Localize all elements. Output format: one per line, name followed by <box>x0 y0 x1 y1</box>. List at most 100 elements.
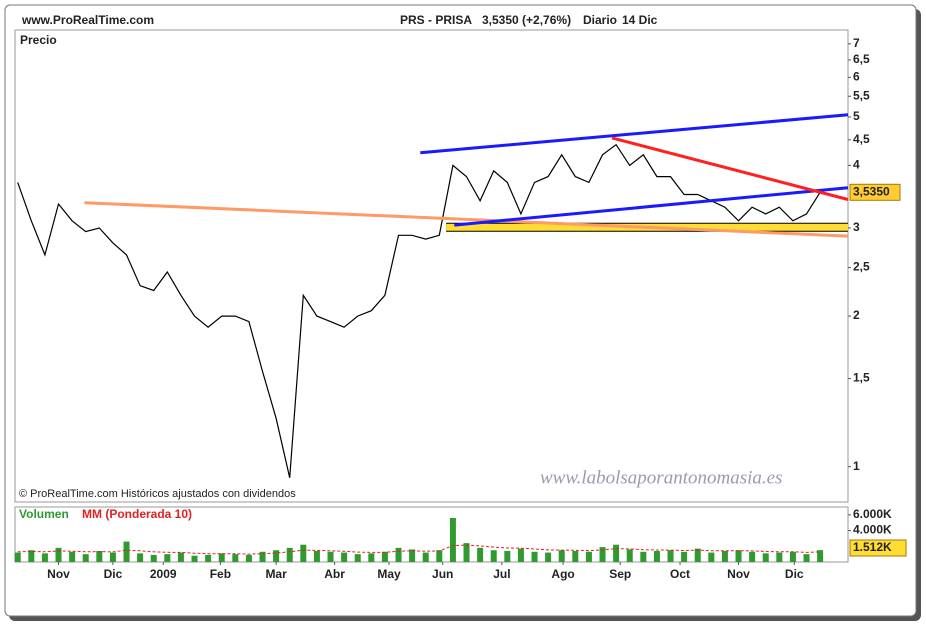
volume-bar <box>409 549 416 562</box>
volume-bar <box>205 554 212 562</box>
volume-bar <box>735 550 742 562</box>
last-volume-box <box>849 539 907 557</box>
volume-bar <box>681 551 688 562</box>
volume-bar <box>313 551 320 562</box>
volume-bar <box>55 547 62 562</box>
x-tick-label: Mar <box>265 567 287 581</box>
x-tick-label: Dic <box>104 567 123 581</box>
y-tick-label: 2,5 <box>853 260 870 274</box>
legend-ma: MM (Ponderada 10) <box>82 507 192 521</box>
volume-bar <box>381 551 388 562</box>
volume-bar <box>721 551 728 562</box>
volume-bar <box>327 551 334 562</box>
last-price-box <box>849 183 901 201</box>
volume-bar <box>82 554 89 562</box>
volume-bar <box>286 547 293 562</box>
volume-bar <box>599 547 606 562</box>
y-tick-label: 6,5 <box>853 52 870 66</box>
last-volume-label: 1.512K <box>853 540 892 554</box>
volume-bar <box>613 544 620 562</box>
legend-volume: Volumen <box>19 507 69 521</box>
volume-bar <box>14 552 21 562</box>
x-tick-label: Nov <box>47 567 70 581</box>
volume-bar <box>545 552 552 562</box>
panel-title: Precio <box>20 33 57 47</box>
volume-bar <box>504 551 511 562</box>
volume-bar <box>109 552 116 562</box>
x-tick-label: Jul <box>493 567 510 581</box>
volume-bar <box>245 554 252 562</box>
volume-bar <box>41 553 48 562</box>
trend-line <box>420 113 849 155</box>
volume-bar <box>164 554 171 562</box>
volume-bar <box>517 548 524 562</box>
y-tick-label: 1 <box>853 459 860 473</box>
volume-bar <box>653 551 660 562</box>
x-tick-label: May <box>377 567 401 581</box>
volume-bar <box>436 550 443 562</box>
x-tick-label: 2009 <box>150 567 177 581</box>
price-line <box>17 143 821 478</box>
y-tick-label: 5 <box>853 109 860 123</box>
trend-line <box>454 186 849 227</box>
site: www.ProRealTime.com <box>21 13 154 27</box>
x-tick-label: Nov <box>727 567 750 581</box>
x-tick-label: Ago <box>551 567 574 581</box>
volume-bar <box>708 552 715 562</box>
y-tick-label: 6.000K <box>853 507 892 521</box>
volume-bar <box>749 551 756 562</box>
y-tick-label: 4.000K <box>853 523 892 537</box>
trend-line <box>611 136 849 201</box>
last-price-label: 3,5350 <box>853 184 890 198</box>
volume-bar <box>395 547 402 562</box>
x-tick-label: Abr <box>324 567 345 581</box>
y-tick-label: 2 <box>853 308 860 322</box>
volume-bar <box>123 541 130 562</box>
x-tick-label: Dic <box>785 567 804 581</box>
y-tick-label: 7 <box>853 36 860 50</box>
x-tick-label: Jun <box>432 567 453 581</box>
volume-bar <box>449 518 456 562</box>
volume-bar <box>762 553 769 562</box>
volume-bar <box>69 551 76 562</box>
volume-bar <box>232 554 239 562</box>
y-tick-label: 3 <box>853 220 860 234</box>
volume-bar <box>354 554 361 562</box>
trend-line <box>84 201 849 238</box>
y-tick-label: 6 <box>853 69 860 83</box>
copyright: © ProRealTime.com Históricos ajustados c… <box>19 488 296 500</box>
volume-bar <box>191 555 198 562</box>
volume-bar <box>368 553 375 562</box>
y-tick-label: 1,5 <box>853 371 870 385</box>
volume-bar <box>422 552 429 562</box>
volume-bar <box>96 551 103 562</box>
volume-bar <box>572 551 579 562</box>
volume-bar <box>273 550 280 562</box>
volume-bar <box>341 552 348 562</box>
volume-bar <box>776 552 783 562</box>
volume-bar <box>667 550 674 562</box>
date: 14 Dic <box>622 13 658 27</box>
x-tick-label: Feb <box>210 567 231 581</box>
x-tick-label: Oct <box>670 567 690 581</box>
volume-bar <box>558 550 565 562</box>
y-tick-label: 4,5 <box>853 132 870 146</box>
volume-bar <box>803 554 810 562</box>
volume-bar <box>150 554 157 562</box>
volume-bar <box>694 548 701 562</box>
price-panel <box>14 29 849 503</box>
volume-bar <box>218 553 225 562</box>
volume-bar <box>585 551 592 562</box>
y-tick-label: 4 <box>853 158 860 172</box>
volume-bar <box>477 547 484 562</box>
volume-bar <box>789 551 796 562</box>
volume-bar <box>137 553 144 562</box>
volume-bar <box>177 552 184 562</box>
quote: 3,5350 (+2,76%) <box>482 13 571 27</box>
volume-bar <box>531 551 538 562</box>
volume-bar <box>28 550 35 562</box>
volume-bar <box>817 550 824 562</box>
moving-average <box>17 544 821 555</box>
volume-bar <box>640 551 647 562</box>
volume-bar <box>490 550 497 562</box>
